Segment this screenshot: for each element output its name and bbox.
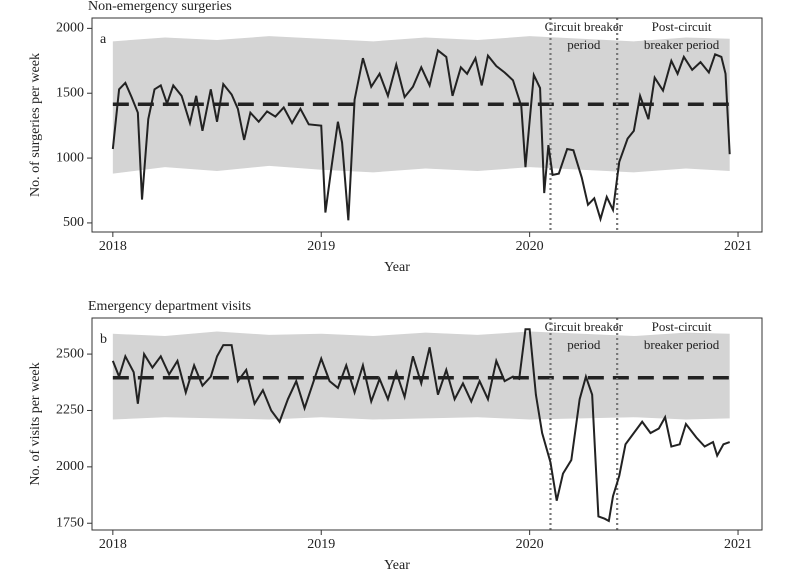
annotation: Post-circuit bbox=[652, 19, 712, 34]
y-tick-label: 500 bbox=[63, 215, 84, 230]
x-tick-label: 2019 bbox=[307, 239, 335, 254]
x-tick-label: 2020 bbox=[516, 537, 544, 552]
y-axis-label: No. of visits per week bbox=[28, 362, 43, 485]
x-tick-label: 2020 bbox=[516, 239, 544, 254]
annotation: Circuit breaker bbox=[545, 319, 624, 334]
data-line bbox=[111, 48, 731, 223]
y-axis-label: No. of surgeries per week bbox=[28, 53, 43, 197]
annotation: period bbox=[567, 337, 601, 352]
annotation: Circuit breaker bbox=[545, 19, 624, 34]
y-tick-label: 1500 bbox=[56, 85, 84, 100]
y-tick-label: 2500 bbox=[56, 346, 84, 361]
data-line bbox=[111, 328, 731, 523]
y-tick-label: 2250 bbox=[56, 403, 84, 418]
x-tick-label: 2019 bbox=[307, 537, 335, 552]
y-tick-label: 1750 bbox=[56, 515, 84, 530]
plot-frame bbox=[91, 317, 763, 531]
x-axis-label: Year bbox=[384, 260, 410, 275]
panel-label: a bbox=[100, 32, 107, 47]
annotation: breaker period bbox=[644, 337, 720, 352]
prediction-band bbox=[112, 331, 730, 420]
plot-frame bbox=[91, 17, 763, 233]
x-tick-label: 2021 bbox=[724, 239, 752, 254]
y-tick-label: 1000 bbox=[56, 150, 84, 165]
x-axis-label: Year bbox=[384, 558, 410, 573]
panel-title: Non-emergency surgeries bbox=[88, 0, 232, 14]
panel-title: Emergency department visits bbox=[88, 299, 251, 314]
x-tick-label: 2018 bbox=[99, 239, 127, 254]
annotation: period bbox=[567, 37, 601, 52]
annotation: Post-circuit bbox=[652, 319, 712, 334]
panel-label: b bbox=[100, 332, 107, 347]
x-tick-label: 2018 bbox=[99, 537, 127, 552]
annotation: breaker period bbox=[644, 37, 720, 52]
y-tick-label: 2000 bbox=[56, 459, 84, 474]
x-tick-label: 2021 bbox=[724, 537, 752, 552]
y-tick-label: 2000 bbox=[56, 21, 84, 36]
